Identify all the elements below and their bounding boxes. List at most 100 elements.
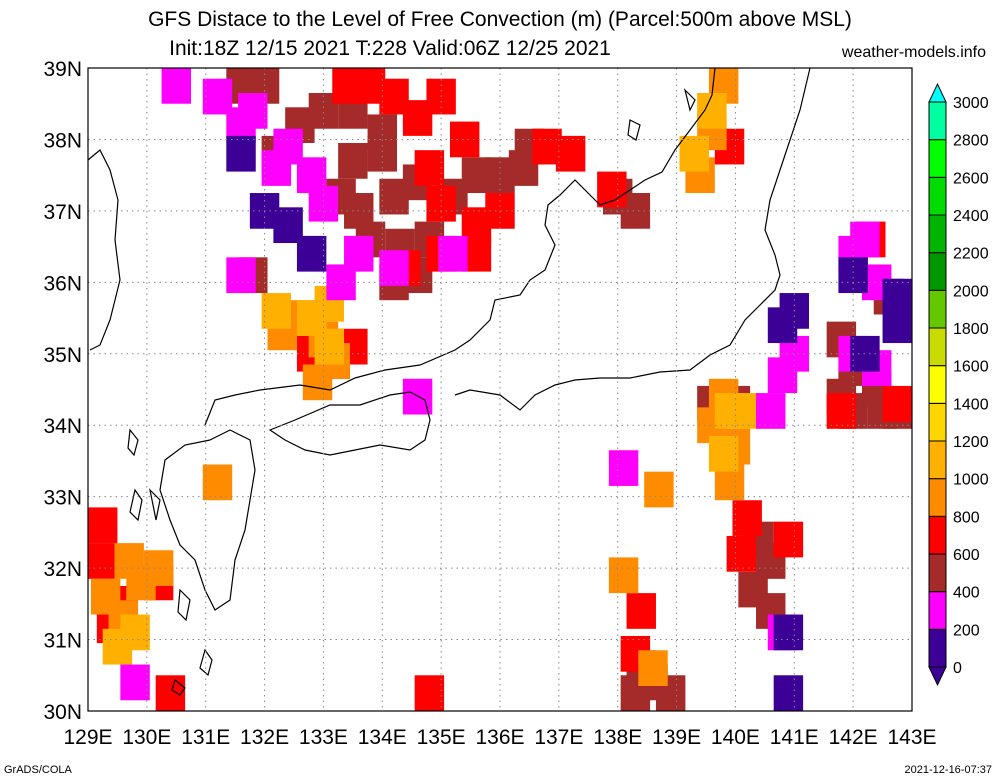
- coastline-layer: [87, 67, 811, 696]
- field-cell: [338, 143, 368, 179]
- colorbar-segment: [928, 515, 947, 555]
- field-cell: [882, 385, 912, 422]
- field-cell: [226, 135, 256, 172]
- honshu-east-coastline: [454, 67, 811, 411]
- field-cell: [367, 135, 397, 172]
- colorbar-max-arrow: [928, 82, 947, 103]
- field-cell: [414, 675, 445, 711]
- footer-timestamp: 2021-12-16-07:37: [904, 764, 992, 776]
- colorbar-label: 600: [953, 547, 980, 564]
- colorbar-label: 1600: [953, 359, 989, 376]
- field-cell: [379, 250, 409, 286]
- colorbar: [928, 82, 947, 687]
- field-cell: [838, 257, 868, 294]
- colorbar-segment: [928, 591, 947, 630]
- colorbar-labels: 0 200 400 600 800 1000 1200 1400 1600 1800 2000 220…: [953, 95, 989, 677]
- field-cell: [756, 393, 786, 429]
- lfc-field-layer: [88, 68, 912, 711]
- field-cell: [155, 675, 186, 711]
- colorbar-segment: [928, 402, 947, 442]
- colorbar-segment: [928, 176, 947, 216]
- field-cell: [773, 614, 804, 651]
- field-cell: [88, 543, 118, 579]
- longitude-label: 136E: [475, 726, 524, 749]
- field-cell: [638, 650, 668, 686]
- latitude-label: 31N: [43, 630, 82, 653]
- longitude-label: 142E: [829, 726, 878, 749]
- colorbar-segment: [928, 101, 947, 141]
- field-cell: [708, 435, 739, 472]
- colorbar-min-arrow: [928, 666, 947, 687]
- field-cell: [202, 78, 233, 115]
- colorbar-segment: [928, 252, 947, 291]
- longitude-label: 135E: [417, 726, 466, 749]
- field-cell: [102, 628, 133, 665]
- field-cell: [626, 593, 656, 629]
- colorbar-label: 2200: [953, 246, 989, 263]
- colorbar-label: 1200: [953, 434, 989, 451]
- colorbar-segment: [928, 365, 947, 404]
- colorbar-label: 3000: [953, 95, 989, 112]
- field-cell: [773, 675, 804, 711]
- field-cell: [226, 257, 256, 294]
- kyushu-coastline: [159, 429, 256, 611]
- latitude-label: 35N: [43, 344, 82, 367]
- field-cell: [314, 328, 345, 365]
- colorbar-segment: [928, 553, 947, 593]
- colorbar-label: 200: [953, 622, 980, 639]
- field-cell: [555, 135, 586, 172]
- longitude-label: 139E: [652, 726, 701, 749]
- field-cell: [644, 471, 674, 508]
- colorbar-segment: [928, 289, 947, 329]
- longitude-label: 129E: [63, 726, 112, 749]
- field-cell: [850, 221, 880, 258]
- latitude-label: 39N: [43, 58, 82, 81]
- colorbar-segment: [928, 440, 947, 480]
- sado-islands-coastline: [627, 88, 696, 141]
- footer-credit: GrADS/COLA: [4, 764, 72, 776]
- shikoku-coastline: [268, 391, 431, 456]
- colorbar-label: 2000: [953, 283, 989, 300]
- longitude-label: 140E: [711, 726, 760, 749]
- longitude-label: 141E: [770, 726, 819, 749]
- latitude-label: 36N: [43, 272, 82, 295]
- field-cell: [726, 535, 757, 572]
- latitude-label: 33N: [43, 487, 82, 510]
- longitude-label: 132E: [240, 726, 289, 749]
- field-cell: [767, 307, 798, 344]
- website-label: weather-models.info: [841, 44, 986, 61]
- colorbar-segment: [928, 214, 947, 254]
- colorbar-segment: [928, 628, 947, 668]
- field-cell: [608, 450, 639, 486]
- colorbar-label: 400: [953, 585, 980, 602]
- colorbar-label: 800: [953, 509, 980, 526]
- field-cell: [438, 235, 468, 272]
- field-cell: [773, 521, 804, 558]
- field-cell: [608, 557, 639, 594]
- field-cell: [296, 235, 327, 272]
- field-cell: [302, 364, 333, 401]
- field-cell: [732, 500, 762, 536]
- field-cell: [261, 293, 292, 329]
- longitude-label: 134E: [358, 726, 407, 749]
- field-cell: [161, 68, 191, 104]
- small-islands-coastline: [127, 428, 213, 696]
- latitude-label: 37N: [43, 201, 82, 224]
- map-subtitle: Init:18Z 12/15 2021 T:228 Valid:06Z 12/2…: [169, 37, 611, 60]
- field-cell: [826, 393, 857, 429]
- colorbar-label: 1800: [953, 321, 989, 338]
- longitude-label: 131E: [181, 726, 230, 749]
- longitude-label: 138E: [593, 726, 642, 749]
- latitude-label: 34N: [43, 415, 82, 438]
- field-cell: [88, 507, 118, 544]
- field-cell: [426, 185, 456, 222]
- field-cell: [114, 543, 144, 579]
- field-cell: [308, 185, 339, 222]
- latitude-label: 30N: [43, 701, 82, 724]
- field-cell: [697, 93, 727, 129]
- latitude-label: 38N: [43, 129, 82, 152]
- colorbar-label: 1000: [953, 472, 989, 489]
- longitude-label: 130E: [122, 726, 171, 749]
- colorbar-segment: [928, 327, 947, 367]
